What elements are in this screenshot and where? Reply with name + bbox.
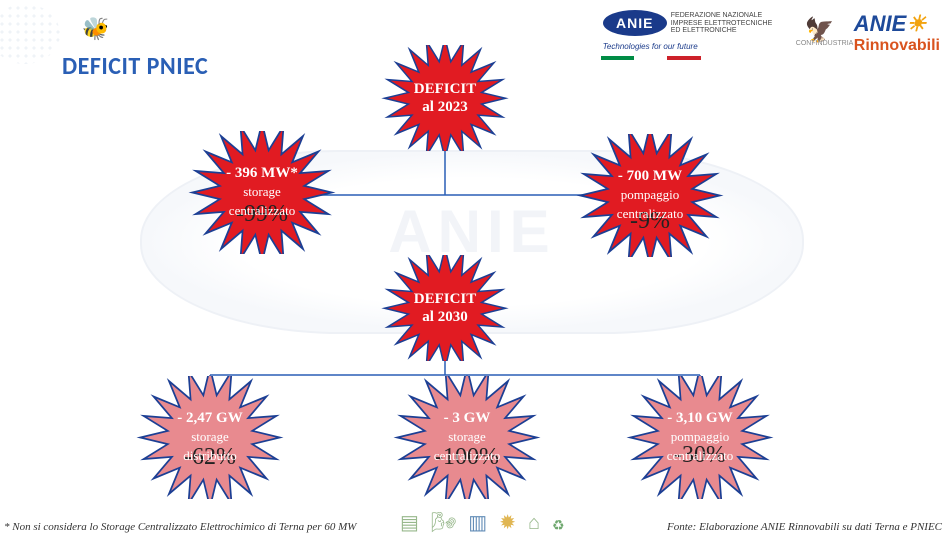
- node-deficit-2023: DEFICIT al 2023: [380, 45, 510, 157]
- node-label-line1: pompaggio: [621, 187, 680, 202]
- node-label-line1: storage: [191, 429, 229, 444]
- node-storage-distribuito-2030: - 2,47 GW storage distribuito-62%: [135, 376, 285, 504]
- node-title-line1: DEFICIT: [414, 291, 477, 307]
- node-value: - 2,47 GW: [177, 410, 242, 426]
- node-storage-centralizzato-2023: - 396 MW* storage centralizzato-99%: [187, 131, 337, 259]
- node-label-line2: centralizzato: [667, 449, 733, 464]
- node-storage-centralizzato-2030: - 3 GW storage centralizzato-100%: [392, 376, 542, 504]
- node-label-line2: centralizzato: [434, 449, 500, 464]
- node-title-line2: al 2023: [422, 99, 467, 115]
- node-label-line2: centralizzato: [229, 204, 295, 219]
- node-pompaggio-centralizzato-2030: - 3,10 GW pompaggio centralizzato-30%: [625, 376, 775, 504]
- node-pompaggio-centralizzato-2023: - 700 MW pompaggio centralizzato-9%: [575, 134, 725, 262]
- node-value: - 3,10 GW: [667, 410, 732, 426]
- node-title-line2: al 2030: [422, 309, 467, 325]
- node-deficit-2030: DEFICIT al 2030: [380, 255, 510, 367]
- node-label-line2: distribuito: [183, 449, 236, 464]
- node-value: - 396 MW*: [226, 165, 298, 181]
- node-label-line1: storage: [243, 184, 281, 199]
- node-title-line1: DEFICIT: [414, 81, 477, 97]
- node-value: - 700 MW: [618, 168, 682, 184]
- node-value: - 3 GW: [444, 410, 491, 426]
- node-label-line1: storage: [448, 429, 486, 444]
- node-label-line2: centralizzato: [617, 207, 683, 222]
- node-label-line1: pompaggio: [671, 429, 730, 444]
